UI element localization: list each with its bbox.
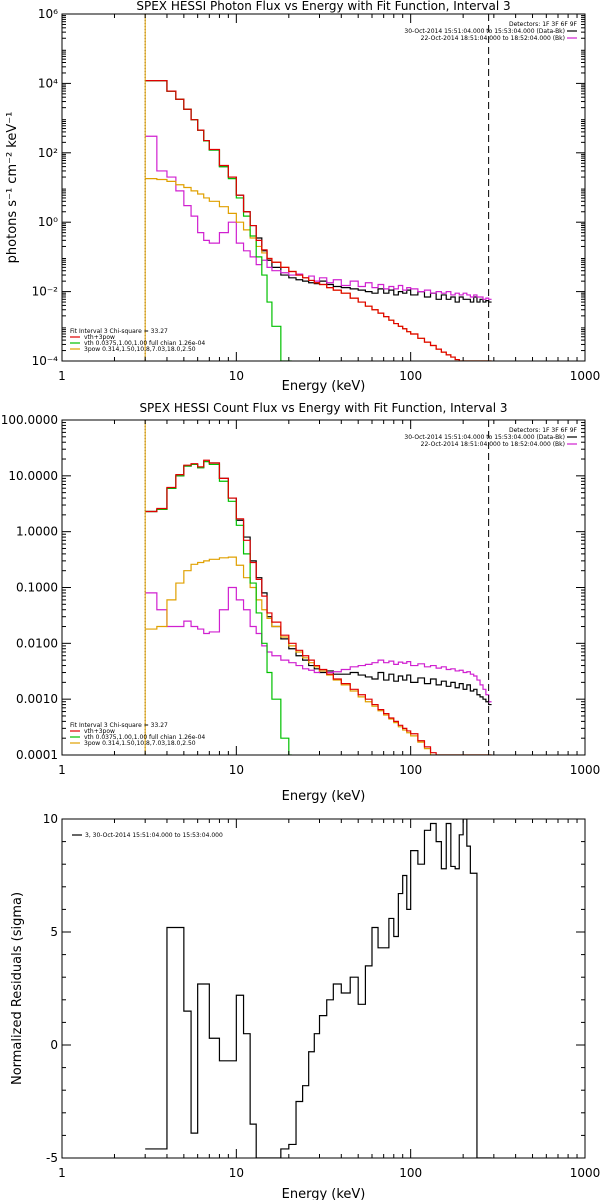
chart-panel-2: SPEX HESSI Count Flux vs Energy with Fit… (1, 401, 600, 804)
y-tick-label: 10⁴ (38, 76, 58, 90)
y-tick-label: 0 (50, 1038, 58, 1052)
legend-header: Detectors: 1F 3F 6F 9F (509, 427, 578, 434)
fit-legend-label: vth+3pow (84, 334, 115, 341)
series-line-5 (145, 459, 492, 755)
series-line-3 (145, 178, 492, 361)
series-group (144, 14, 492, 361)
x-tick-label: 10 (229, 1166, 244, 1180)
series-line-1 (145, 819, 492, 1158)
x-tick-label: 1 (58, 1166, 66, 1180)
x-tick-label: 1000 (570, 763, 600, 777)
series-line-2 (145, 586, 492, 703)
y-tick-label: 5 (50, 925, 58, 939)
fit-legend-label: vth+3pow (84, 728, 115, 735)
legend-label: 22-Oct-2014 18:51:04.000 to 18:52:04.000… (421, 441, 565, 448)
series-group (145, 819, 492, 1158)
y-axis-label: photons s⁻¹ cm⁻² keV⁻¹ (5, 112, 20, 264)
y-tick-label: 10⁶ (38, 7, 58, 21)
legend-label: 3, 30-Oct-2014 15:51:04.000 to 15:53:04.… (85, 832, 223, 839)
series-line-5 (145, 80, 492, 361)
x-tick-label: 100 (399, 1166, 422, 1180)
y-tick-label: 0.1000 (16, 581, 58, 595)
y-tick-label: 10 (43, 812, 58, 826)
plot-frame (61, 419, 586, 756)
x-tick-label: 1 (58, 763, 66, 777)
x-tick-label: 100 (399, 369, 422, 383)
x-axis-label: Energy (keV) (282, 379, 366, 394)
y-axis-label: Normalized Residuals (sigma) (10, 892, 25, 1085)
series-line-3 (145, 556, 492, 755)
series-group (144, 420, 492, 755)
y-tick-label: 10.0000 (8, 469, 58, 483)
x-tick-label: 1 (58, 369, 66, 383)
fit-legend-label: 3pow 0.314,1.50,10.8,7.03,18.0,2.50 (84, 346, 196, 353)
series-line-2 (145, 135, 492, 300)
y-tick-label: 0.0100 (16, 636, 58, 650)
y-tick-label: 0.0001 (16, 748, 58, 762)
y-tick-label: 10⁻² (32, 285, 59, 299)
x-tick-label: 10 (229, 763, 244, 777)
y-tick-label: 10² (38, 146, 58, 160)
legend-label: 30-Oct-2014 15:51:04.000 to 15:53:04.000… (404, 28, 565, 35)
chart-panel-1: SPEX HESSI Photon Flux vs Energy with Fi… (5, 0, 600, 394)
fit-legend-label: vth 0.0375,1.00,1.00 full chian 1.26e-04 (84, 340, 205, 347)
legend-header: Detectors: 1F 3F 6F 9F (509, 21, 578, 28)
fit-legend-header: Fit Interval 3 Chi-square = 33.27 (70, 722, 168, 729)
series-line-4 (145, 80, 292, 361)
y-tick-label: -5 (46, 1151, 58, 1165)
plot-frame (61, 13, 586, 362)
x-tick-label: 1000 (570, 369, 600, 383)
fit-legend-header: Fit Interval 3 Chi-square = 33.27 (70, 328, 168, 335)
y-tick-label: 1.0000 (16, 525, 58, 539)
fit-legend-label: 3pow 0.314,1.50,10.8,7.03,18.0,2.50 (84, 740, 196, 747)
x-axis-label: Energy (keV) (282, 1187, 366, 1200)
legend-label: 22-Oct-2014 18:51:04.000 to 18:52:04.000… (421, 35, 565, 42)
x-tick-label: 100 (399, 763, 422, 777)
y-tick-label: 10⁻⁴ (32, 354, 59, 368)
fit-legend-label: vth 0.0375,1.00,1.00 full chian 1.26e-04 (84, 734, 205, 741)
x-tick-label: 1000 (570, 1166, 600, 1180)
legend-label: 30-Oct-2014 15:51:04.000 to 15:53:04.000… (404, 434, 565, 441)
x-axis-label: Energy (keV) (282, 789, 366, 804)
chart-title: SPEX HESSI Photon Flux vs Energy with Fi… (136, 0, 510, 13)
y-tick-label: 100.0000 (1, 413, 58, 427)
chart-panel-3: 1 10 100 1000 Energy (keV) -5 0 5 10 Normalized R… (10, 812, 600, 1200)
x-tick-label: 10 (229, 369, 244, 383)
y-tick-label: 10⁰ (38, 215, 58, 229)
plot-frame (61, 818, 586, 1159)
chart-title: SPEX HESSI Count Flux vs Energy with Fit… (139, 401, 507, 415)
y-tick-label: 0.0010 (16, 692, 58, 706)
